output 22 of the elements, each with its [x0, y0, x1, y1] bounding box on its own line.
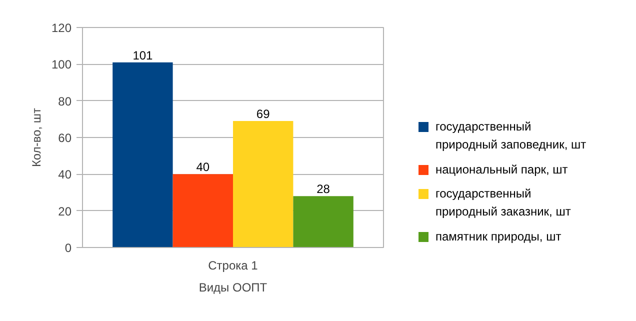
- y-tick-label: 60: [58, 131, 72, 145]
- bar: [233, 121, 294, 248]
- x-axis-title: Виды ООПТ: [198, 280, 268, 294]
- data-label: 28: [316, 182, 330, 196]
- legend-label: памятник природы, шт: [436, 230, 562, 244]
- legend-label: государственный природный заповедник, шт: [436, 120, 587, 152]
- data-label: 101: [132, 48, 154, 62]
- y-tick-label: 20: [58, 204, 72, 218]
- legend-label: национальный парк, шт: [436, 162, 568, 176]
- bar: [293, 196, 354, 248]
- y-tick-label: 120: [51, 21, 72, 35]
- y-tick-label: 40: [58, 168, 72, 182]
- bar: [172, 174, 233, 248]
- legend-label: государственный природный заказник, шт: [436, 186, 572, 219]
- y-tick-label: 80: [58, 94, 72, 108]
- y-tick-label: 100: [51, 58, 72, 72]
- y-tick-label: 0: [64, 241, 72, 255]
- x-tick-label: Строка 1: [208, 258, 258, 272]
- data-label: 69: [256, 107, 270, 121]
- y-axis-title: Кол-во, шт: [29, 107, 44, 168]
- data-label: 40: [196, 160, 210, 174]
- bar: [112, 62, 173, 248]
